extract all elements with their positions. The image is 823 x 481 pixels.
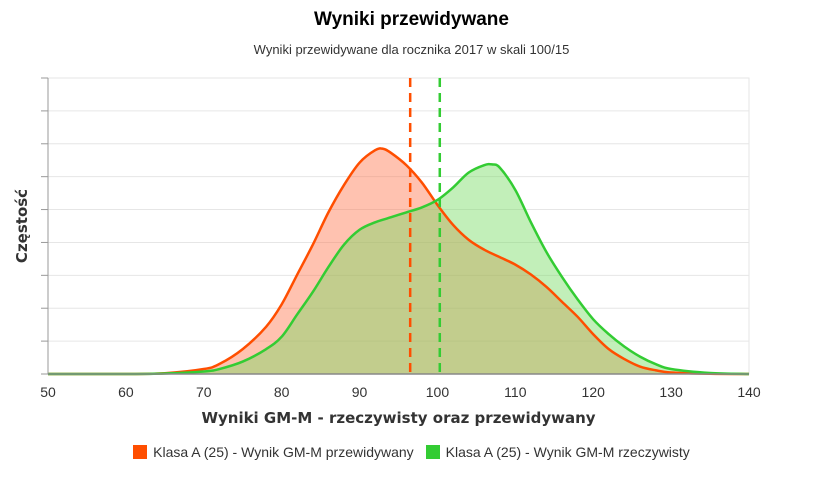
legend-swatch-actual bbox=[425, 445, 440, 459]
legend-item-predicted[interactable]: Klasa A (25) - Wynik GM-M przewidywany bbox=[133, 444, 414, 460]
series-line-actual bbox=[47, 162, 750, 376]
chart-subtitle: Wyniki przewidywane dla rocznika 2017 w … bbox=[253, 42, 570, 57]
legend-label-actual: Klasa A (25) - Wynik GM-M rzeczywisty bbox=[445, 444, 690, 460]
x-tick-label: 130 bbox=[659, 384, 683, 400]
legend-label-predicted: Klasa A (25) - Wynik GM-M przewidywany bbox=[153, 444, 414, 460]
x-tick-label: 120 bbox=[582, 384, 606, 400]
y-axis-title: Częstość bbox=[13, 189, 31, 263]
legend-item-actual[interactable]: Klasa A (25) - Wynik GM-M rzeczywisty bbox=[425, 444, 690, 460]
series-group bbox=[47, 147, 750, 376]
legend-swatch-predicted bbox=[133, 445, 148, 459]
x-tick-label: 50 bbox=[40, 384, 56, 400]
x-tick-label: 70 bbox=[196, 384, 212, 400]
x-axis-title: Wyniki GM-M - rzeczywisty oraz przewidyw… bbox=[201, 409, 595, 427]
mean-lines bbox=[408, 78, 442, 374]
series-area-predicted bbox=[48, 148, 749, 375]
chart-plot: 50 60 70 80 90 100 110 120 130 140 Wyniki GM-M - … bbox=[13, 77, 761, 427]
x-tick-label: 110 bbox=[504, 384, 527, 400]
plot-area-background bbox=[47, 77, 750, 375]
x-tick-label: 60 bbox=[118, 384, 134, 400]
x-tick-label: 90 bbox=[352, 384, 368, 400]
x-tick-label: 100 bbox=[426, 384, 450, 400]
legend: Klasa A (25) - Wynik GM-M przewidywany K… bbox=[0, 444, 823, 460]
series-area-actual bbox=[48, 164, 749, 375]
axes bbox=[41, 77, 749, 375]
x-tick-label: 140 bbox=[737, 384, 761, 400]
x-tick-label: 80 bbox=[274, 384, 290, 400]
x-tick-labels: 50 60 70 80 90 100 110 120 130 140 bbox=[40, 384, 761, 400]
series-line-predicted bbox=[47, 147, 750, 376]
chart-title: Wyniki przewidywane bbox=[314, 9, 509, 30]
